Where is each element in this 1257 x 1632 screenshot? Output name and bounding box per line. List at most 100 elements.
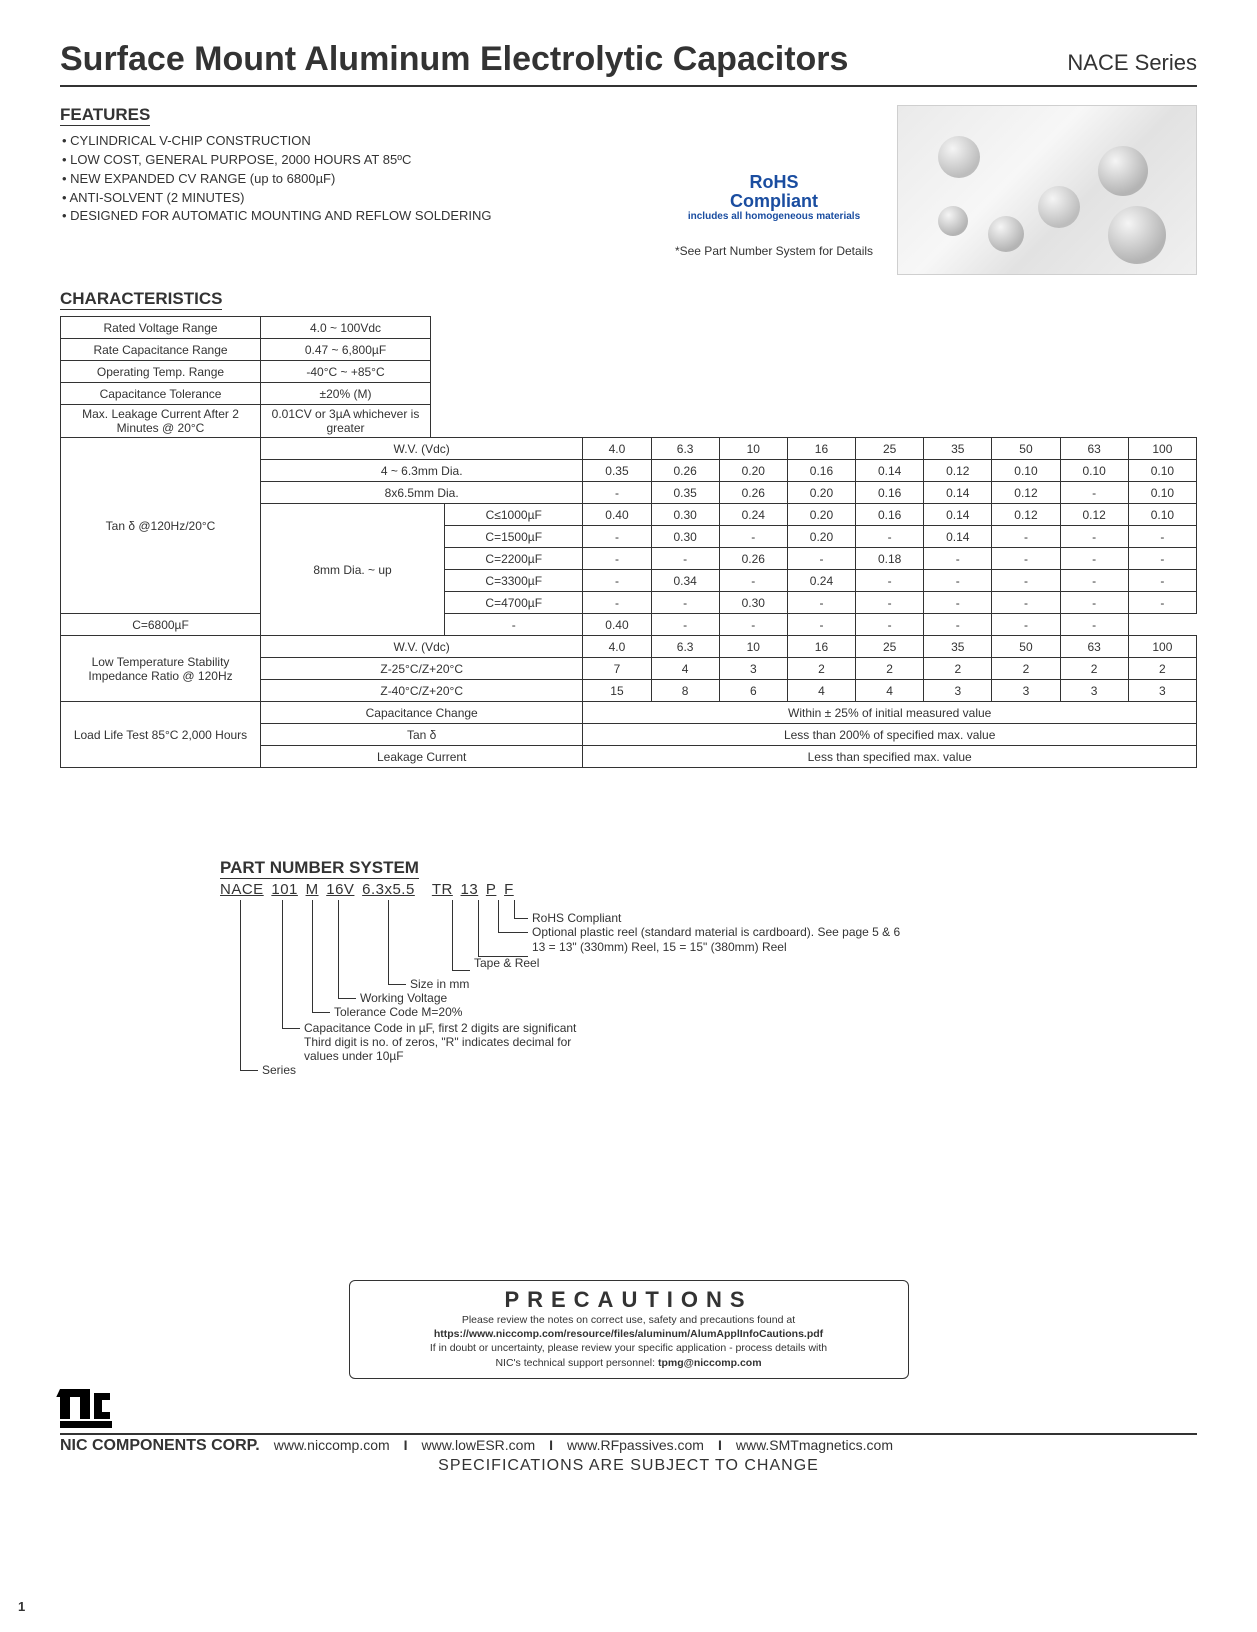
cell: 2 — [992, 658, 1060, 680]
table-row: Rated Voltage Range4.0 ~ 100Vdc — [61, 317, 431, 339]
table-row: Tan δ @120Hz/20°CW.V. (Vdc)4.06.31016253… — [61, 438, 1197, 460]
cell: Within ± 25% of initial measured value — [583, 702, 1197, 724]
cell: 0.47 ~ 6,800µF — [261, 339, 431, 361]
cell: Z-40°C/Z+20°C — [261, 680, 583, 702]
cell: 16 — [787, 438, 855, 460]
cell: 0.26 — [719, 548, 787, 570]
cell: - — [583, 548, 651, 570]
cell: 10 — [719, 438, 787, 460]
cell: Low Temperature Stability Impedance Rati… — [61, 636, 261, 702]
cell: - — [1128, 570, 1196, 592]
cell: C=4700µF — [445, 592, 583, 614]
top-block: FEATURES CYLINDRICAL V-CHIP CONSTRUCTION… — [60, 105, 1197, 275]
cell: 0.24 — [787, 570, 855, 592]
cell: 0.10 — [992, 460, 1060, 482]
cell: 0.40 — [583, 614, 651, 636]
page-title: Surface Mount Aluminum Electrolytic Capa… — [60, 40, 1067, 79]
cell: 2 — [787, 658, 855, 680]
cell: 0.30 — [719, 592, 787, 614]
cell: 4 ~ 6.3mm Dia. — [261, 460, 583, 482]
cell: 0.30 — [651, 504, 719, 526]
table-row: C=6800µF-0.40------- — [61, 614, 1197, 636]
page-number: 1 — [18, 1599, 25, 1614]
cell: Capacitance Tolerance — [61, 383, 261, 405]
pn-desc-tr: Tape & Reel — [474, 956, 539, 970]
cell: 6.3 — [651, 438, 719, 460]
cell: - — [787, 548, 855, 570]
cell: W.V. (Vdc) — [261, 438, 583, 460]
cell: 3 — [1128, 680, 1196, 702]
footer-sep: I — [718, 1437, 722, 1453]
pn-seg-p: P — [486, 881, 497, 898]
cell: - — [445, 614, 583, 636]
cell: 35 — [924, 636, 992, 658]
cell: Load Life Test 85°C 2,000 Hours — [61, 702, 261, 768]
cell: - — [1060, 548, 1128, 570]
cell: 0.35 — [651, 482, 719, 504]
cell: 8mm Dia. ~ up — [261, 504, 445, 636]
cell: C=1500µF — [445, 526, 583, 548]
cell: 4.0 ~ 100Vdc — [261, 317, 431, 339]
cell: Operating Temp. Range — [61, 361, 261, 383]
cell: - — [1060, 592, 1128, 614]
pn-seg-tr: TR — [432, 881, 453, 898]
nic-logo — [60, 1389, 112, 1429]
cell: 25 — [856, 636, 924, 658]
cell: ±20% (M) — [261, 383, 431, 405]
cell: - — [856, 592, 924, 614]
main-spec-table: Tan δ @120Hz/20°CW.V. (Vdc)4.06.31016253… — [60, 437, 1197, 768]
cell: 0.10 — [1060, 460, 1128, 482]
product-photo — [897, 105, 1197, 275]
cell: - — [787, 614, 855, 636]
cell: - — [924, 614, 992, 636]
pn-desc-series: Series — [262, 1063, 296, 1077]
cell: 4 — [651, 658, 719, 680]
cell: 100 — [1128, 636, 1196, 658]
cell: - — [1128, 526, 1196, 548]
cell: 0.18 — [856, 548, 924, 570]
feature-item: CYLINDRICAL V-CHIP CONSTRUCTION — [62, 132, 647, 151]
footer-sep: I — [549, 1437, 553, 1453]
pn-seg-wv: 16V — [326, 881, 354, 898]
cell: 16 — [787, 636, 855, 658]
features-list: CYLINDRICAL V-CHIP CONSTRUCTION LOW COST… — [62, 132, 647, 226]
cell: 8 — [651, 680, 719, 702]
cell: Tan δ — [261, 724, 583, 746]
cell: 3 — [719, 658, 787, 680]
cell: 4.0 — [583, 438, 651, 460]
cell: - — [1128, 592, 1196, 614]
pn-seg-f: F — [504, 881, 514, 898]
cell: C=2200µF — [445, 548, 583, 570]
cell: - — [992, 526, 1060, 548]
feature-item: NEW EXPANDED CV RANGE (up to 6800µF) — [62, 170, 647, 189]
cell: 0.20 — [719, 460, 787, 482]
rohs-footnote: *See Part Number System for Details — [659, 244, 889, 258]
cell: 2 — [856, 658, 924, 680]
cell: 0.30 — [651, 526, 719, 548]
cell: Less than 200% of specified max. value — [583, 724, 1197, 746]
rohs-line2: Compliant — [659, 192, 889, 211]
cell: - — [719, 614, 787, 636]
cell: 63 — [1060, 636, 1128, 658]
cell: - — [583, 592, 651, 614]
cell: 4 — [856, 680, 924, 702]
precautions-body: Please review the notes on correct use, … — [362, 1313, 896, 1370]
basics-table: Rated Voltage Range4.0 ~ 100Vdc Rate Cap… — [60, 316, 431, 438]
cell: 50 — [992, 438, 1060, 460]
footer-site: www.RFpassives.com — [567, 1437, 704, 1453]
cell: 10 — [719, 636, 787, 658]
features-heading: FEATURES — [60, 105, 150, 126]
footer: NIC COMPONENTS CORP. www.niccomp.com I w… — [60, 1433, 1197, 1475]
cell: - — [924, 570, 992, 592]
cell: Rate Capacitance Range — [61, 339, 261, 361]
cell: - — [583, 482, 651, 504]
cell: 0.20 — [787, 504, 855, 526]
precautions-line: NIC's technical support personnel: — [495, 1357, 658, 1369]
title-row: Surface Mount Aluminum Electrolytic Capa… — [60, 40, 1197, 87]
pn-desc-f: RoHS Compliant — [532, 911, 621, 925]
cell: 3 — [924, 680, 992, 702]
cell: - — [1128, 548, 1196, 570]
cell: - — [651, 592, 719, 614]
cell: W.V. (Vdc) — [261, 636, 583, 658]
cell: 0.01CV or 3µA whichever is greater — [261, 405, 431, 438]
